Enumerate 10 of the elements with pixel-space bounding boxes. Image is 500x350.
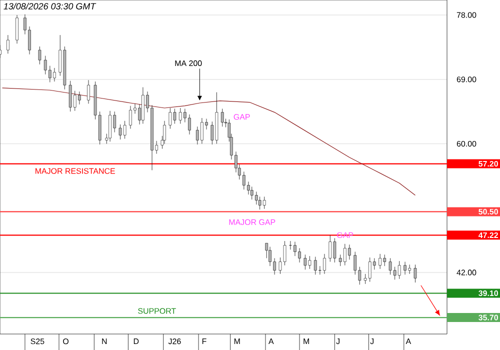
annotation: 13/08/2026 03:30 GMT <box>4 2 96 10</box>
candlestick <box>414 264 417 283</box>
candlestick <box>87 80 90 104</box>
candlestick <box>16 14 18 44</box>
candlestick <box>220 108 224 127</box>
candlestick <box>6 34 10 54</box>
candlestick <box>314 256 317 275</box>
line-series <box>2 88 416 196</box>
candlestick <box>38 46 42 65</box>
candlestick <box>323 254 326 274</box>
